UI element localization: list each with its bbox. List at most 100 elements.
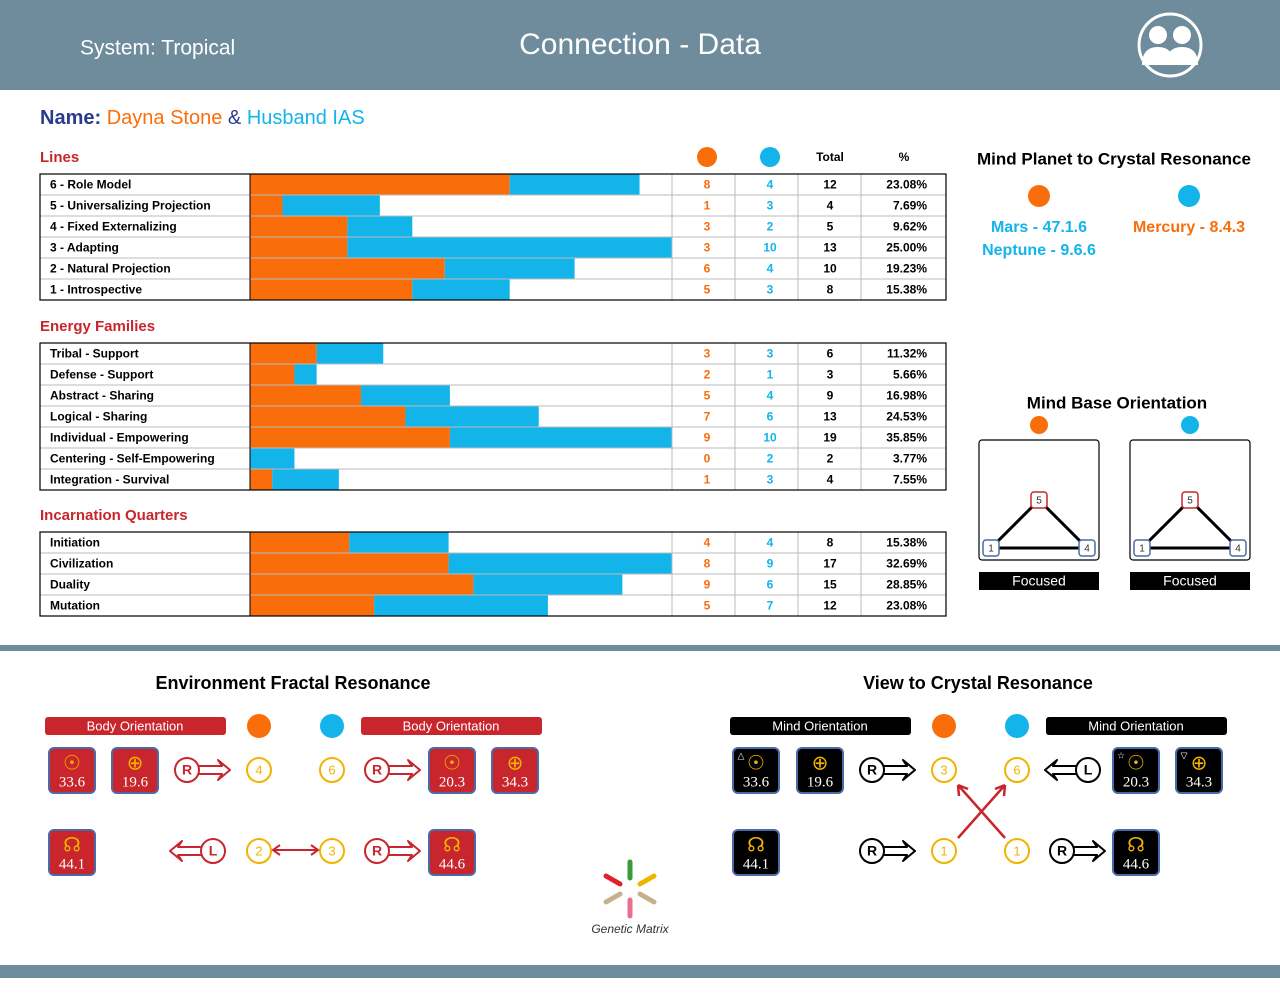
total-count: 17 bbox=[823, 557, 837, 571]
row-label: Individual - Empowering bbox=[50, 431, 189, 445]
person1-count: 7 bbox=[704, 410, 711, 424]
node-number: 4 bbox=[1235, 544, 1241, 555]
tile-value: 44.6 bbox=[1123, 856, 1150, 872]
row-label: Duality bbox=[50, 578, 90, 592]
percent: 7.55% bbox=[893, 473, 927, 487]
status-bar bbox=[1130, 572, 1250, 590]
arrow bbox=[199, 759, 231, 781]
person2-dot bbox=[1181, 416, 1199, 434]
column-header: Total bbox=[816, 150, 844, 164]
logo-text: Genetic Matrix bbox=[591, 922, 669, 936]
tile-symbol: ☉ bbox=[1127, 751, 1145, 775]
arrow-letter: R bbox=[372, 762, 382, 778]
bar-person2 bbox=[473, 574, 623, 595]
gate-circle bbox=[1004, 838, 1030, 864]
arrow-circle bbox=[859, 757, 885, 783]
table-title: Incarnation Quarters bbox=[40, 507, 188, 524]
person2-count: 2 bbox=[767, 220, 774, 234]
planet-tile bbox=[48, 747, 96, 794]
person2-count: 10 bbox=[763, 431, 777, 445]
badge-label: Body Orientation bbox=[87, 718, 184, 733]
gate-circle bbox=[246, 757, 272, 783]
table-border bbox=[39, 342, 947, 491]
person2-dot bbox=[760, 147, 780, 167]
bar-person1 bbox=[250, 237, 348, 258]
name-joiner: & bbox=[228, 107, 242, 129]
total-count: 15 bbox=[823, 578, 837, 592]
total-count: 4 bbox=[827, 473, 834, 487]
gate-number: 4 bbox=[255, 762, 262, 777]
node-number: 5 bbox=[1036, 496, 1042, 507]
person1-count: 1 bbox=[704, 473, 711, 487]
node-number: 5 bbox=[1187, 496, 1193, 507]
section-title: View to Crystal Resonance bbox=[863, 673, 1093, 693]
percent: 3.77% bbox=[893, 452, 927, 466]
percent: 28.85% bbox=[886, 578, 927, 592]
total-count: 6 bbox=[827, 347, 834, 361]
badge-label: Mind Orientation bbox=[1088, 718, 1183, 733]
table-title: Lines bbox=[40, 149, 79, 166]
header-bar bbox=[0, 0, 1280, 90]
total-count: 12 bbox=[823, 599, 837, 613]
arrow-letter: L bbox=[1084, 762, 1093, 778]
row-label: Logical - Sharing bbox=[50, 410, 147, 424]
person1-count: 6 bbox=[704, 262, 711, 276]
person2-count: 3 bbox=[767, 473, 774, 487]
row-label: Initiation bbox=[50, 536, 100, 550]
tile-value: 44.6 bbox=[439, 856, 466, 872]
center-node bbox=[1030, 491, 1048, 509]
tile-mark: ☆ bbox=[1117, 752, 1125, 762]
center-node bbox=[1078, 539, 1096, 557]
person2-dot bbox=[1005, 714, 1029, 738]
gate-circle bbox=[1004, 757, 1030, 783]
total-count: 2 bbox=[827, 452, 834, 466]
bar-person2 bbox=[347, 216, 413, 237]
bar-person2 bbox=[294, 364, 317, 385]
bar-person1 bbox=[250, 343, 317, 364]
tile-mark: ▽ bbox=[1181, 752, 1188, 762]
planet: Mercury - 8.4.3 bbox=[1133, 219, 1245, 236]
profile-icon bbox=[1137, 12, 1203, 78]
tile-value: 34.3 bbox=[1186, 774, 1212, 790]
bar-person1 bbox=[250, 427, 450, 448]
tile-symbol: ☊ bbox=[443, 833, 461, 857]
person1-dot bbox=[1028, 185, 1050, 207]
connector bbox=[271, 844, 320, 856]
person2-count: 7 bbox=[767, 599, 774, 613]
percent: 7.69% bbox=[893, 199, 927, 213]
planet-tile bbox=[428, 747, 476, 794]
planet-tile bbox=[491, 747, 539, 794]
percent: 15.38% bbox=[886, 283, 927, 297]
bar-person2 bbox=[449, 427, 672, 448]
node-number: 1 bbox=[1139, 544, 1145, 555]
percent: 11.32% bbox=[887, 347, 927, 361]
gate-circle bbox=[246, 838, 272, 864]
percent: 23.08% bbox=[886, 178, 927, 192]
percent: 23.08% bbox=[886, 599, 927, 613]
bar-person1 bbox=[250, 216, 348, 237]
bar-person2 bbox=[250, 448, 295, 469]
bar-person2 bbox=[509, 174, 640, 195]
name-label: Name: bbox=[40, 107, 101, 129]
person2-count: 1 bbox=[767, 368, 774, 382]
arrow bbox=[169, 840, 201, 862]
planet-tile bbox=[1175, 747, 1223, 794]
tile-value: 19.6 bbox=[122, 774, 149, 790]
percent: 19.23% bbox=[886, 262, 927, 276]
center-node bbox=[982, 539, 1000, 557]
arrow-circle bbox=[200, 838, 226, 864]
bar-person2 bbox=[412, 279, 510, 300]
planet-tile bbox=[796, 747, 844, 794]
bar-person2 bbox=[405, 406, 539, 427]
gate-number: 1 bbox=[940, 843, 947, 858]
triangle bbox=[1138, 497, 1242, 550]
name-line: Name: Dayna Stone & Husband IAS bbox=[40, 107, 365, 129]
tile-symbol: ☊ bbox=[1127, 833, 1145, 857]
row-label: Tribal - Support bbox=[50, 347, 139, 361]
percent: 5.66% bbox=[893, 368, 927, 382]
arrow-circle bbox=[859, 838, 885, 864]
gate-circle bbox=[931, 838, 957, 864]
arrow-letter: R bbox=[1057, 843, 1067, 859]
connector bbox=[957, 783, 1007, 839]
percent: 15.38% bbox=[886, 536, 927, 550]
